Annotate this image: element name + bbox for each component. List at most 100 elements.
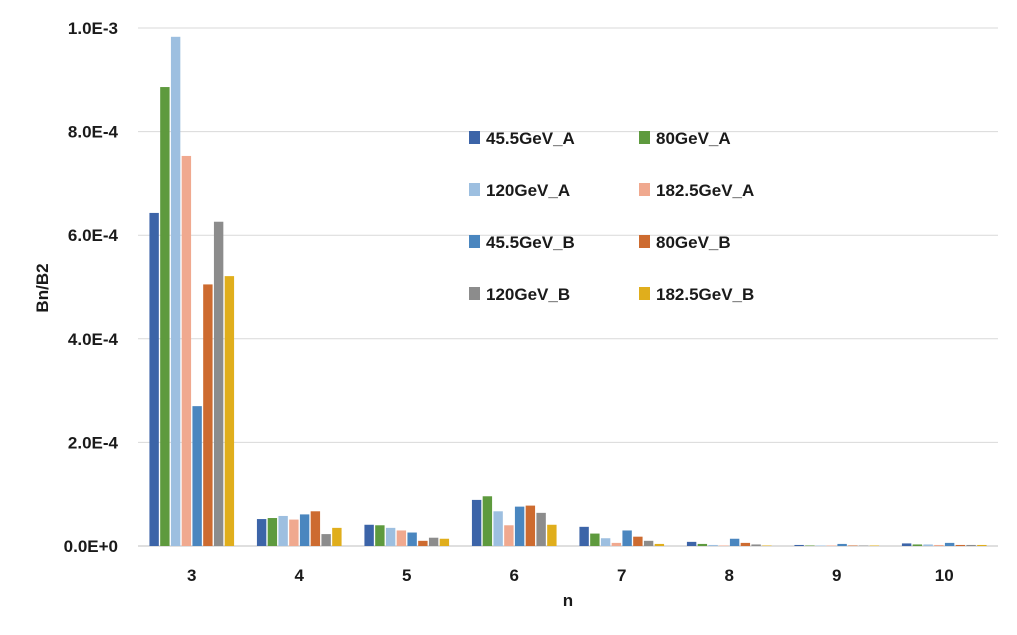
y-tick-label: 0.0E+0: [64, 537, 118, 556]
y-tick-label: 4.0E-4: [68, 330, 119, 349]
bar: [504, 525, 514, 546]
legend-label: 80GeV_A: [656, 129, 731, 148]
bar: [514, 506, 525, 546]
bar: [289, 519, 299, 546]
x-tick-label: 9: [832, 566, 841, 585]
bar: [203, 284, 213, 546]
bar: [751, 544, 761, 546]
legend-swatch: [469, 235, 480, 248]
bar: [794, 544, 804, 546]
bar: [160, 87, 170, 547]
bar: [364, 524, 374, 546]
legend: 45.5GeV_A 80GeV_A 120GeV_A 182.5GeV_A 45.5Ge…: [469, 129, 754, 304]
bar: [729, 538, 740, 546]
legend-label: 120GeV_A: [486, 181, 570, 200]
bar: [848, 545, 858, 546]
bar: [977, 544, 987, 546]
bar: [536, 512, 546, 546]
bar: [579, 526, 589, 546]
legend-swatch: [639, 235, 650, 248]
x-axis-title: n: [563, 591, 573, 610]
bar: [697, 543, 708, 546]
legend-swatch: [639, 131, 650, 144]
bar: [826, 545, 837, 546]
bar: [955, 544, 966, 546]
x-tick-labels: 3 4 5 6 7 8 9 10: [187, 566, 954, 585]
bar: [192, 406, 202, 546]
bar: [310, 511, 321, 546]
y-tick-label: 2.0E-4: [68, 433, 119, 452]
bar: [611, 542, 622, 546]
bar: [525, 505, 536, 546]
bar: [482, 496, 493, 546]
bar: [708, 544, 718, 546]
bars: [149, 36, 987, 547]
bar: [837, 543, 847, 546]
bar: [901, 543, 912, 546]
y-tick-labels: 0.0E+0 2.0E-4 4.0E-4 6.0E-4 8.0E-4 1.0E-3: [64, 19, 119, 556]
bar: [643, 540, 654, 546]
x-tick-label: 8: [725, 566, 734, 585]
legend-label: 182.5GeV_A: [656, 181, 754, 200]
y-tick-label: 1.0E-3: [68, 19, 118, 38]
bar: [321, 534, 331, 546]
bar: [944, 542, 955, 546]
y-tick-label: 6.0E-4: [68, 226, 119, 245]
bar: [299, 514, 310, 546]
bar: [385, 527, 396, 546]
bar: [256, 519, 267, 546]
legend-label: 45.5GeV_B: [486, 233, 575, 252]
bar: [418, 540, 428, 546]
legend-swatch: [639, 287, 650, 300]
bar: [590, 533, 600, 546]
bar: [740, 542, 751, 546]
legend-swatch: [469, 183, 480, 196]
x-tick-label: 5: [402, 566, 411, 585]
bar: [719, 545, 729, 546]
bar: [267, 518, 278, 546]
legend-swatch: [639, 183, 650, 196]
legend-label: 182.5GeV_B: [656, 285, 754, 304]
bar: [805, 545, 815, 546]
bar: [278, 515, 288, 546]
bar: [547, 524, 557, 546]
bar: [858, 545, 869, 546]
bar: [396, 530, 407, 546]
bar: [633, 536, 643, 546]
legend-swatch: [469, 131, 480, 144]
bar: [493, 511, 503, 546]
bar: [471, 499, 482, 546]
bar: [600, 538, 611, 546]
legend-label: 45.5GeV_A: [486, 129, 575, 148]
legend-swatch: [469, 287, 480, 300]
bar: [934, 544, 944, 546]
y-axis-title: Bn/B2: [33, 263, 52, 312]
bar: [966, 544, 976, 546]
bar: [869, 545, 880, 546]
bar: [654, 543, 665, 546]
x-tick-label: 10: [935, 566, 954, 585]
bar: [428, 537, 439, 546]
bar: [439, 538, 450, 546]
bar: [170, 36, 181, 547]
bar: [149, 212, 159, 546]
bar: [332, 527, 342, 546]
bar: [923, 544, 933, 546]
bar: [224, 276, 235, 546]
bar: [762, 545, 772, 546]
bar: [622, 530, 632, 546]
y-tick-label: 8.0E-4: [68, 123, 119, 142]
x-tick-label: 4: [295, 566, 305, 585]
bar: [407, 532, 417, 546]
bar: [375, 525, 385, 546]
bar: [815, 545, 826, 546]
x-tick-label: 6: [510, 566, 519, 585]
bar: [912, 544, 923, 546]
bar: [181, 155, 192, 546]
x-tick-label: 7: [617, 566, 626, 585]
bar: [213, 221, 224, 547]
legend-label: 120GeV_B: [486, 285, 570, 304]
bar: [686, 541, 697, 546]
